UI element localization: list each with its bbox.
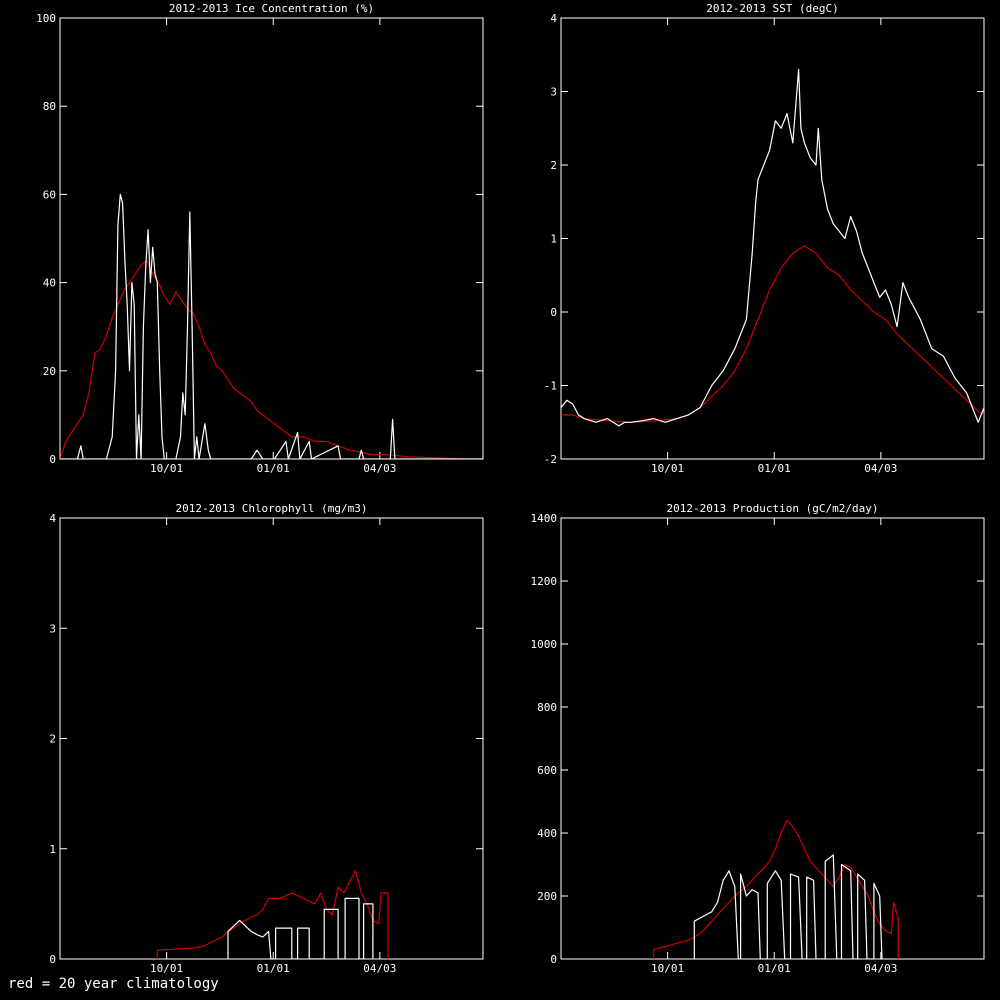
production-xtick-label: 10/01 xyxy=(651,962,684,975)
chlorophyll-title: 2012-2013 Chlorophyll (mg/m3) xyxy=(175,502,367,515)
sst-xtick-label: 10/01 xyxy=(651,462,684,475)
production-climatology-line xyxy=(653,819,899,959)
sst-ytick-label: 1 xyxy=(550,233,557,246)
sst-climatology-line xyxy=(561,245,984,423)
ice-concentration-xtick-label: 01/01 xyxy=(257,462,290,475)
production-xtick-label: 04/03 xyxy=(864,962,897,975)
ice-concentration-ytick-label: 0 xyxy=(49,453,56,466)
sst-observed-line xyxy=(561,68,984,427)
ice-concentration-chart: 2012-2013 Ice Concentration (%) 0 20 40 60 80… xyxy=(36,2,484,475)
chlorophyll-observed-line xyxy=(227,897,374,959)
ice-concentration-xtick-label: 04/03 xyxy=(363,462,396,475)
sst-title: 2012-2013 SST (degC) xyxy=(706,2,838,15)
production-ytick-label: 1000 xyxy=(531,638,558,651)
production-xtick-label: 01/01 xyxy=(758,962,791,975)
ice-concentration-ytick-label: 20 xyxy=(43,365,56,378)
production-ytick-label: 400 xyxy=(537,827,557,840)
ice-concentration-climatology-line xyxy=(60,259,483,459)
production-title: 2012-2013 Production (gC/m2/day) xyxy=(667,502,879,515)
sst-ytick-label: 4 xyxy=(550,12,557,25)
production-ytick-label: 200 xyxy=(537,890,557,903)
production-ytick-label: 1200 xyxy=(531,575,558,588)
sst-xtick-label: 01/01 xyxy=(758,462,791,475)
production-ytick-label: 600 xyxy=(537,764,557,777)
ice-concentration-title: 2012-2013 Ice Concentration (%) xyxy=(169,2,374,15)
chlorophyll-ytick-label: 2 xyxy=(49,733,56,746)
climatology-legend-note: red = 20 year climatology xyxy=(8,976,219,992)
sst-chart: 2012-2013 SST (degC) -2 -1 0 1 2 3 4 10/01 01/01 0… xyxy=(544,2,985,475)
chlorophyll-ytick-label: 0 xyxy=(49,953,56,966)
chlorophyll-xtick-label: 01/01 xyxy=(257,962,290,975)
sst-ytick-label: -2 xyxy=(544,453,557,466)
chlorophyll-ytick-label: 1 xyxy=(49,843,56,856)
sst-ytick-label: 3 xyxy=(550,86,557,99)
chlorophyll-ytick-label: 4 xyxy=(49,512,56,525)
ice-concentration-ytick-label: 60 xyxy=(43,188,56,201)
chlorophyll-ytick-label: 3 xyxy=(49,622,56,635)
ice-concentration-xtick-label: 10/01 xyxy=(150,462,183,475)
chlorophyll-plot-frame xyxy=(59,517,484,960)
production-ytick-label: 800 xyxy=(537,701,557,714)
production-plot-frame xyxy=(560,517,985,960)
production-ytick-label: 0 xyxy=(550,953,557,966)
production-observed-line xyxy=(693,854,883,959)
sst-xtick-label: 04/03 xyxy=(864,462,897,475)
chlorophyll-chart: 2012-2013 Chlorophyll (mg/m3) 0 1 2 3 4 10/01 0… xyxy=(49,502,484,975)
sst-ytick-label: -1 xyxy=(544,380,557,393)
ice-concentration-ytick-label: 100 xyxy=(36,12,56,25)
chlorophyll-xtick-label: 10/01 xyxy=(150,962,183,975)
sst-ytick-label: 2 xyxy=(550,159,557,172)
sst-ytick-label: 0 xyxy=(550,306,557,319)
ice-concentration-ytick-label: 80 xyxy=(43,100,56,113)
production-ytick-label: 1400 xyxy=(531,512,558,525)
ice-concentration-observed-line xyxy=(60,193,483,459)
production-chart: 2012-2013 Production (gC/m2/day) 0 200 400 6… xyxy=(531,502,985,975)
sst-plot-frame xyxy=(560,17,985,460)
chlorophyll-climatology-line xyxy=(156,870,389,959)
chlorophyll-xtick-label: 04/03 xyxy=(363,962,396,975)
ice-concentration-ytick-label: 40 xyxy=(43,277,56,290)
